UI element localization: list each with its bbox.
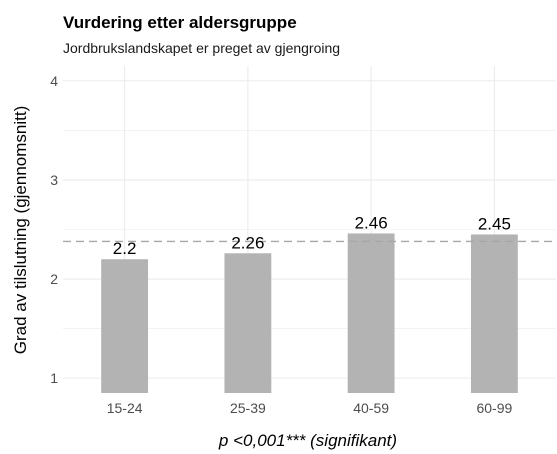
- y-tick-label: 1: [50, 370, 58, 386]
- data-label: 2.2: [113, 239, 137, 258]
- chart-subtitle: Jordbrukslandskapet er preget av gjengro…: [63, 40, 340, 56]
- x-tick-label: 15-24: [107, 400, 143, 416]
- x-tick-label: 40-59: [353, 400, 389, 416]
- y-axis-label: Grad av tilslutning (gjennomsnitt): [11, 106, 30, 355]
- chart-title: Vurdering etter aldersgruppe: [63, 13, 297, 32]
- y-tick-label: 4: [50, 73, 58, 89]
- y-tick-label: 2: [50, 271, 58, 287]
- bar: [470, 234, 518, 393]
- bar: [347, 233, 395, 393]
- y-tick-label: 3: [50, 172, 58, 188]
- x-tick-label: 60-99: [476, 400, 512, 416]
- chart-caption: p <0,001*** (signifikant): [218, 431, 397, 450]
- plot-area: 1 2 3 4 2.2 2.26 2.46 2.45 15-24 25-39 40-59 60-99: [50, 66, 556, 416]
- data-label: 2.46: [355, 213, 388, 232]
- data-label: 2.45: [478, 214, 511, 233]
- bar: [101, 259, 149, 393]
- bar: [224, 253, 272, 393]
- x-tick-label: 25-39: [230, 400, 266, 416]
- data-label: 2.26: [231, 233, 264, 252]
